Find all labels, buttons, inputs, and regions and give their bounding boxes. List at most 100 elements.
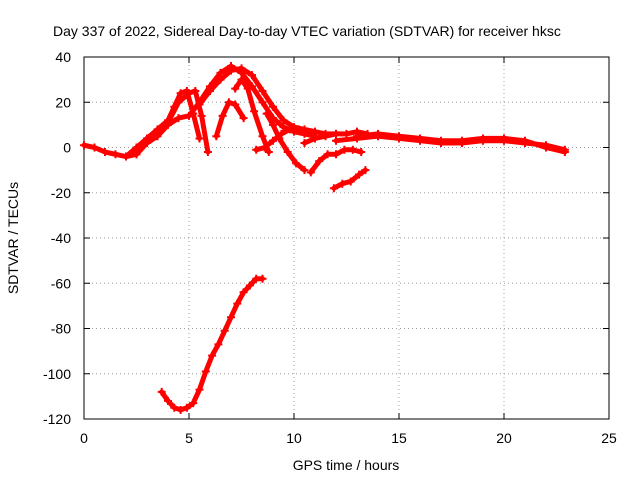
data-point [332,150,340,159]
y-tick-label: -120 [43,411,71,427]
data-point [80,141,88,150]
data-point [283,148,292,157]
data-point [361,166,370,175]
data-point [321,132,330,141]
series-track-k [331,167,368,191]
data-point [332,129,340,138]
y-tick-label: -80 [51,321,71,337]
y-tick-label: -40 [51,230,71,246]
data-point [216,75,225,84]
data-point [560,148,569,157]
data-point [227,66,235,75]
data-point [189,109,198,118]
data-point [201,367,210,376]
data-point [275,134,284,143]
data-point [189,399,198,408]
x-tick-label: 15 [391,430,407,446]
data-point [416,134,424,143]
x-tick-label: 0 [80,430,88,446]
data-point [143,136,151,145]
data-point [260,143,269,152]
data-point [332,136,340,145]
data-point [279,116,288,125]
data-point [355,170,364,179]
data-point [197,111,206,120]
x-tick-label: 5 [185,430,193,446]
data-point [346,177,355,186]
data-point [374,129,382,138]
data-point [212,132,221,141]
data-point [250,107,259,116]
data-point [176,405,185,414]
data-point [122,152,130,161]
data-point [500,134,508,143]
data-point [101,148,109,157]
data-point [269,136,277,145]
y-tick-label: 40 [55,49,71,65]
data-point [153,127,162,136]
data-point [248,71,256,80]
data-point [329,184,338,193]
data-point [458,136,466,145]
axis-ticks [83,56,610,420]
data-point [214,340,223,349]
data-point [300,166,309,175]
data-point [170,403,179,412]
data-point [195,385,204,394]
data-point [285,125,294,134]
x-tick-label: 10 [286,430,302,446]
data-point [245,281,254,290]
data-point [231,84,240,93]
data-point [132,150,141,159]
data-point [292,159,301,168]
data-point [243,84,252,93]
y-tick-labels: -120 -100 -80 -60 -40 -20 0 20 40 [43,49,71,427]
data-point [157,387,166,396]
data-point [248,82,256,91]
data-point [252,145,261,154]
data-point [216,68,225,77]
data-point [395,132,403,141]
data-point [323,150,332,159]
data-point [479,134,487,143]
data-point [203,148,212,157]
data-point [258,132,267,141]
plot-frame [83,56,610,420]
data-point [353,132,361,141]
data-point [306,168,315,177]
data-point [195,100,204,109]
data-point [264,148,273,157]
y-tick-label: 0 [63,140,71,156]
data-point [191,86,200,95]
data-point [237,64,246,73]
y-axis-label: SDTVAR / TECUs [5,182,21,294]
data-point [300,138,309,147]
series-track-m [354,131,568,155]
series-track-n [159,276,265,413]
data-point [164,118,172,127]
data-point [340,145,349,154]
chart-title: Day 337 of 2022, Sidereal Day-to-day VTE… [53,23,561,39]
data-point [174,114,183,123]
y-tick-label: 20 [55,94,71,110]
data-point [218,111,227,120]
data-point [269,120,277,129]
data-point [111,150,120,159]
y-tick-label: -60 [51,275,71,291]
data-point [174,98,183,107]
data-point [231,100,240,109]
data-point [542,143,550,152]
data-point [185,89,193,98]
data-point [239,114,248,123]
data-point [233,299,242,308]
data-point [279,123,288,132]
x-tick-label: 25 [601,430,617,446]
data-point [258,86,267,95]
data-point [262,109,271,118]
data-point [521,136,529,145]
data-point [294,125,303,134]
data-point [208,351,217,360]
data-point [437,136,445,145]
data-point [348,145,357,154]
